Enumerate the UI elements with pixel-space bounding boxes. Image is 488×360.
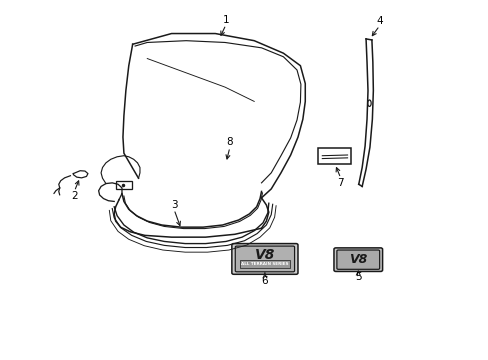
FancyBboxPatch shape [235,246,294,272]
FancyBboxPatch shape [336,250,379,269]
Text: V8: V8 [348,253,366,266]
Text: 6: 6 [261,276,268,286]
Bar [116,181,131,189]
FancyBboxPatch shape [333,248,382,271]
Bar [239,260,289,268]
Text: V8: V8 [254,248,275,262]
Text: 3: 3 [170,200,177,210]
FancyBboxPatch shape [318,148,351,164]
Text: 2: 2 [71,191,78,201]
FancyBboxPatch shape [231,244,297,274]
Text: 8: 8 [226,138,233,148]
Ellipse shape [367,100,370,107]
Text: 4: 4 [376,16,382,26]
Text: ALL TERRAIN SERIES: ALL TERRAIN SERIES [241,262,288,266]
Text: 5: 5 [354,272,361,282]
Text: 1: 1 [222,15,229,25]
Text: 7: 7 [337,178,344,188]
